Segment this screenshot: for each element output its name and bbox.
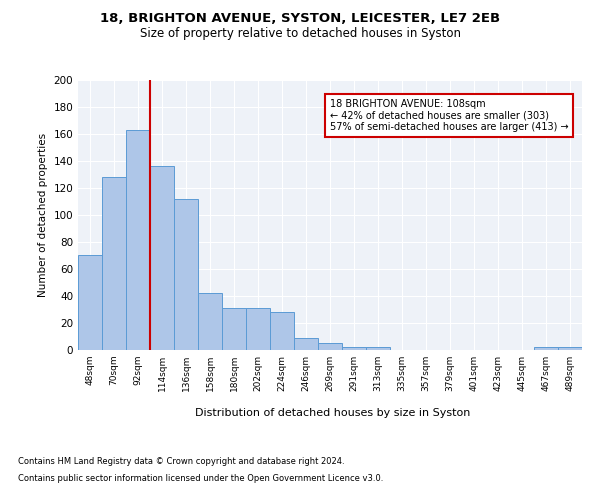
- Text: 18, BRIGHTON AVENUE, SYSTON, LEICESTER, LE7 2EB: 18, BRIGHTON AVENUE, SYSTON, LEICESTER, …: [100, 12, 500, 26]
- Bar: [558, 348, 582, 350]
- Y-axis label: Number of detached properties: Number of detached properties: [38, 133, 48, 297]
- Bar: [174, 199, 198, 350]
- Text: Size of property relative to detached houses in Syston: Size of property relative to detached ho…: [139, 28, 461, 40]
- Bar: [294, 338, 318, 350]
- Bar: [198, 294, 222, 350]
- Bar: [150, 166, 174, 350]
- Bar: [534, 348, 558, 350]
- Text: 18 BRIGHTON AVENUE: 108sqm
← 42% of detached houses are smaller (303)
57% of sem: 18 BRIGHTON AVENUE: 108sqm ← 42% of deta…: [330, 99, 569, 132]
- Bar: [126, 130, 150, 350]
- Bar: [342, 348, 366, 350]
- Bar: [318, 343, 342, 350]
- Text: Contains public sector information licensed under the Open Government Licence v3: Contains public sector information licen…: [18, 474, 383, 483]
- Bar: [246, 308, 270, 350]
- Text: Distribution of detached houses by size in Syston: Distribution of detached houses by size …: [196, 408, 470, 418]
- Text: Contains HM Land Registry data © Crown copyright and database right 2024.: Contains HM Land Registry data © Crown c…: [18, 458, 344, 466]
- Bar: [102, 177, 126, 350]
- Bar: [78, 256, 102, 350]
- Bar: [222, 308, 246, 350]
- Bar: [270, 312, 294, 350]
- Bar: [366, 348, 390, 350]
